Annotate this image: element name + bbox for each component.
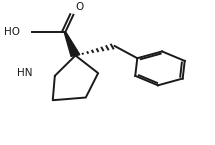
Text: O: O — [75, 2, 84, 12]
Polygon shape — [64, 32, 80, 56]
Text: HN: HN — [17, 68, 32, 78]
Text: HO: HO — [4, 27, 20, 37]
